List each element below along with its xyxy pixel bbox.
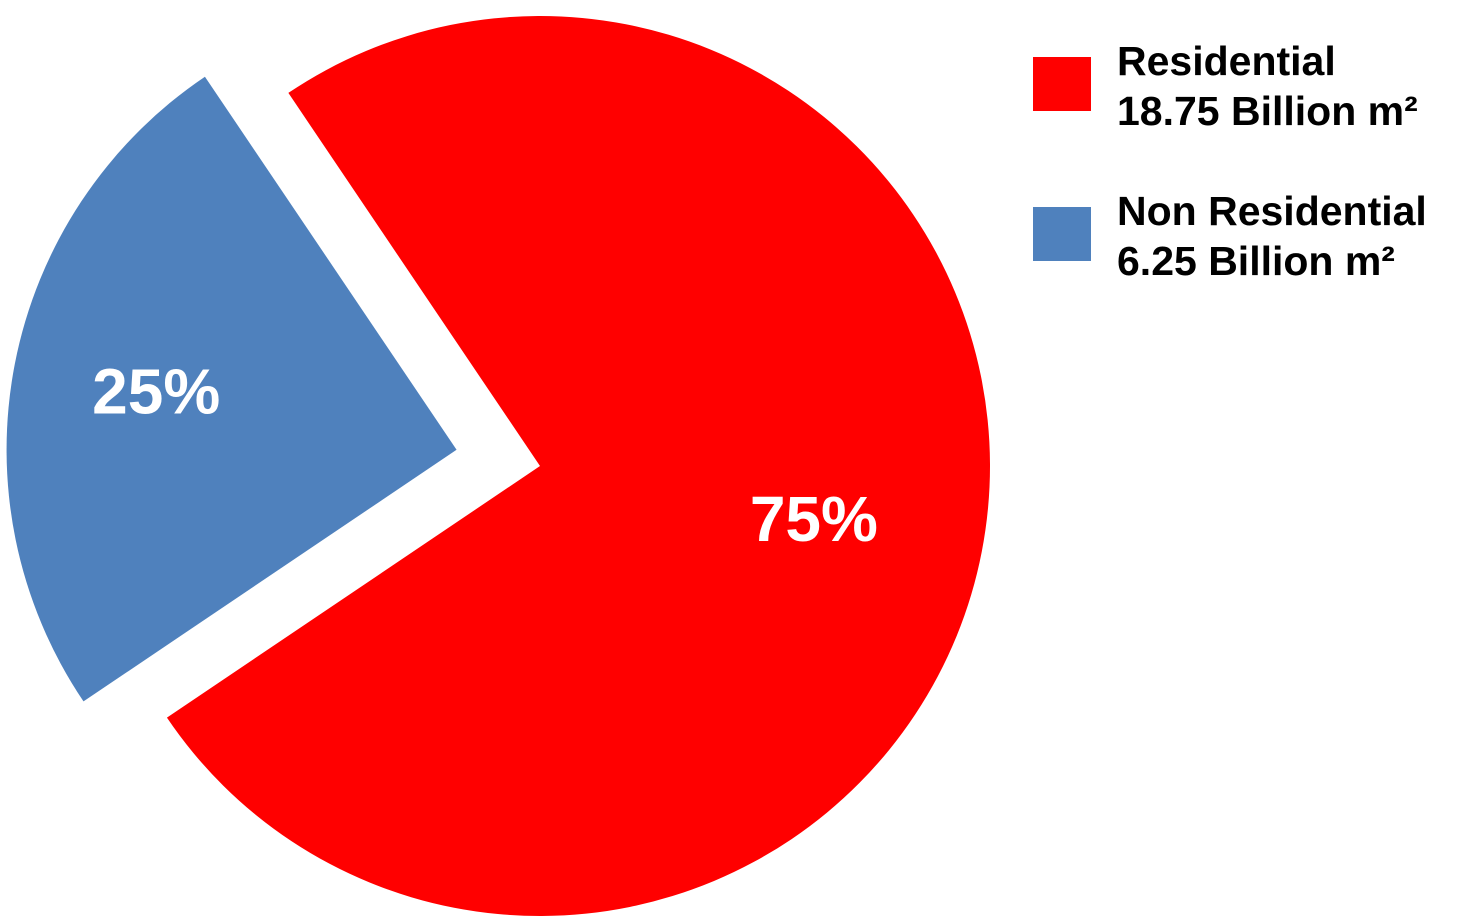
legend-detail-non-residential: 6.25 Billion m² [1117, 238, 1395, 284]
slice-label-non-residential: 25% [92, 355, 220, 427]
slice-label-residential: 75% [750, 483, 878, 555]
legend-detail-residential: 18.75 Billion m² [1117, 88, 1418, 134]
pie-slice-residential [166, 15, 990, 916]
legend-name-residential: Residential [1117, 38, 1336, 84]
legend-label-non-residential: Non Residential 6.25 Billion m² [1117, 186, 1427, 286]
legend-label-residential: Residential 18.75 Billion m² [1117, 36, 1418, 136]
legend-swatch-residential [1033, 57, 1091, 111]
pie-slice-non-residential [6, 76, 457, 702]
legend-swatch-non-residential [1033, 207, 1091, 261]
legend-name-non-residential: Non Residential [1117, 188, 1427, 234]
